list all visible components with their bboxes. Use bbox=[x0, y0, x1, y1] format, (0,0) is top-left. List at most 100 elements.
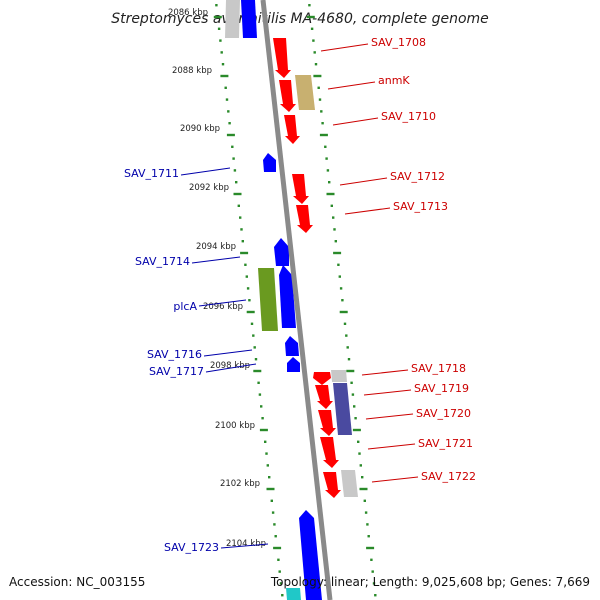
leader-line bbox=[198, 299, 247, 307]
label-sav-1711: SAV_1711 bbox=[124, 167, 179, 180]
gene-sav-1717 bbox=[287, 357, 300, 372]
major-tick bbox=[366, 546, 375, 550]
minor-tick bbox=[370, 558, 373, 561]
minor-tick bbox=[231, 145, 234, 148]
minor-tick bbox=[313, 51, 316, 54]
major-tick bbox=[313, 74, 322, 78]
major-tick bbox=[352, 428, 361, 432]
accession-text: Accession: NC_003155 bbox=[9, 575, 145, 589]
minor-tick bbox=[320, 110, 323, 113]
leader-line bbox=[191, 256, 241, 264]
gene-features bbox=[225, 0, 358, 600]
minor-tick bbox=[366, 523, 369, 526]
tick-label: 2102 kbp bbox=[220, 479, 260, 489]
gene-sav-1723 bbox=[299, 510, 322, 600]
leader-line bbox=[205, 363, 257, 373]
minor-tick bbox=[351, 393, 355, 396]
gene-sav-1718-grey bbox=[331, 370, 347, 382]
gene-sav-1721 bbox=[320, 437, 339, 468]
leader-line bbox=[371, 476, 419, 483]
minor-tick bbox=[254, 358, 258, 361]
label-sav-1722: SAV_1722 bbox=[421, 470, 476, 483]
minor-tick bbox=[228, 122, 231, 125]
major-tick bbox=[266, 487, 275, 491]
tick-label: 2086 kbp bbox=[168, 8, 208, 18]
leader-line bbox=[367, 443, 416, 450]
minor-tick bbox=[261, 417, 264, 420]
label-sav-1714: SAV_1714 bbox=[135, 255, 190, 268]
gene-cyan-bottom bbox=[286, 588, 301, 600]
gene-sav-1709-a bbox=[279, 80, 296, 112]
label-sav-1723: SAV_1723 bbox=[164, 541, 219, 554]
minor-tick bbox=[235, 181, 238, 184]
minor-tick bbox=[266, 464, 269, 467]
minor-tick bbox=[219, 39, 222, 42]
minor-tick bbox=[217, 27, 221, 30]
label-sav-1716: SAV_1716 bbox=[147, 348, 202, 361]
tick-label: 2104 kbp bbox=[226, 539, 266, 549]
right-tick-rail bbox=[306, 4, 377, 597]
major-tick bbox=[253, 369, 262, 373]
minor-tick bbox=[343, 322, 347, 325]
tick-label: 2088 kbp bbox=[172, 66, 212, 76]
major-tick bbox=[233, 192, 242, 196]
gene-plca bbox=[258, 268, 278, 331]
minor-tick bbox=[271, 511, 275, 514]
major-tick bbox=[226, 133, 235, 137]
gene-sav-1716 bbox=[285, 336, 299, 356]
minor-tick bbox=[312, 39, 315, 42]
label-anmk: anmK bbox=[378, 74, 410, 87]
minor-tick bbox=[278, 570, 281, 573]
tick-label: 2092 kbp bbox=[189, 183, 229, 193]
minor-tick bbox=[314, 63, 318, 66]
minor-tick bbox=[374, 594, 377, 597]
minor-tick bbox=[334, 240, 337, 243]
minor-tick bbox=[265, 452, 268, 455]
gene-sav-1719 bbox=[315, 385, 333, 409]
minor-tick bbox=[233, 169, 237, 172]
minor-tick bbox=[354, 417, 357, 420]
minor-tick bbox=[324, 145, 327, 148]
label-sav-1719: SAV_1719 bbox=[414, 382, 469, 395]
minor-tick bbox=[258, 393, 262, 396]
tick-labels: 2086 kbp 2088 kbp 2090 kbp 2092 kbp 2094… bbox=[168, 8, 266, 549]
left-tick-rail bbox=[213, 4, 284, 597]
minor-tick bbox=[250, 322, 254, 325]
minor-tick bbox=[359, 464, 362, 467]
minor-tick bbox=[353, 405, 356, 408]
label-plca: plcA bbox=[173, 300, 197, 313]
minor-tick bbox=[248, 299, 251, 302]
gene-sav-1712 bbox=[292, 174, 309, 204]
tick-label: 2100 kbp bbox=[215, 421, 255, 431]
leader-line bbox=[363, 389, 412, 396]
tick-label: 2090 kbp bbox=[180, 124, 220, 134]
gene-sav-1713 bbox=[296, 205, 313, 233]
label-sav-1710: SAV_1710 bbox=[381, 110, 436, 123]
minor-tick bbox=[372, 582, 376, 585]
minor-tick bbox=[371, 570, 374, 573]
minor-tick bbox=[332, 216, 335, 219]
gene-sav-1722 bbox=[341, 470, 358, 497]
minor-tick bbox=[345, 334, 348, 337]
genome-summary-text: Topology: linear; Length: 9,025,608 bp; … bbox=[270, 575, 590, 589]
gene-sav-1708 bbox=[273, 38, 291, 78]
major-tick bbox=[220, 74, 229, 78]
minor-tick bbox=[260, 405, 263, 408]
minor-tick bbox=[225, 98, 229, 101]
minor-tick bbox=[268, 476, 271, 479]
minor-tick bbox=[252, 334, 255, 337]
gene-sav-1710 bbox=[284, 115, 300, 144]
gene-sav-1720 bbox=[333, 383, 352, 435]
minor-tick bbox=[240, 228, 243, 231]
minor-tick bbox=[245, 275, 248, 278]
label-sav-1720: SAV_1720 bbox=[416, 407, 471, 420]
minor-tick bbox=[221, 63, 225, 66]
minor-tick bbox=[317, 86, 320, 89]
leader-line bbox=[220, 543, 269, 549]
leader-line bbox=[327, 81, 376, 90]
leader-line bbox=[365, 413, 414, 420]
major-tick bbox=[213, 15, 222, 19]
minor-tick bbox=[224, 86, 227, 89]
minor-tick bbox=[257, 381, 260, 384]
major-tick bbox=[306, 15, 315, 19]
